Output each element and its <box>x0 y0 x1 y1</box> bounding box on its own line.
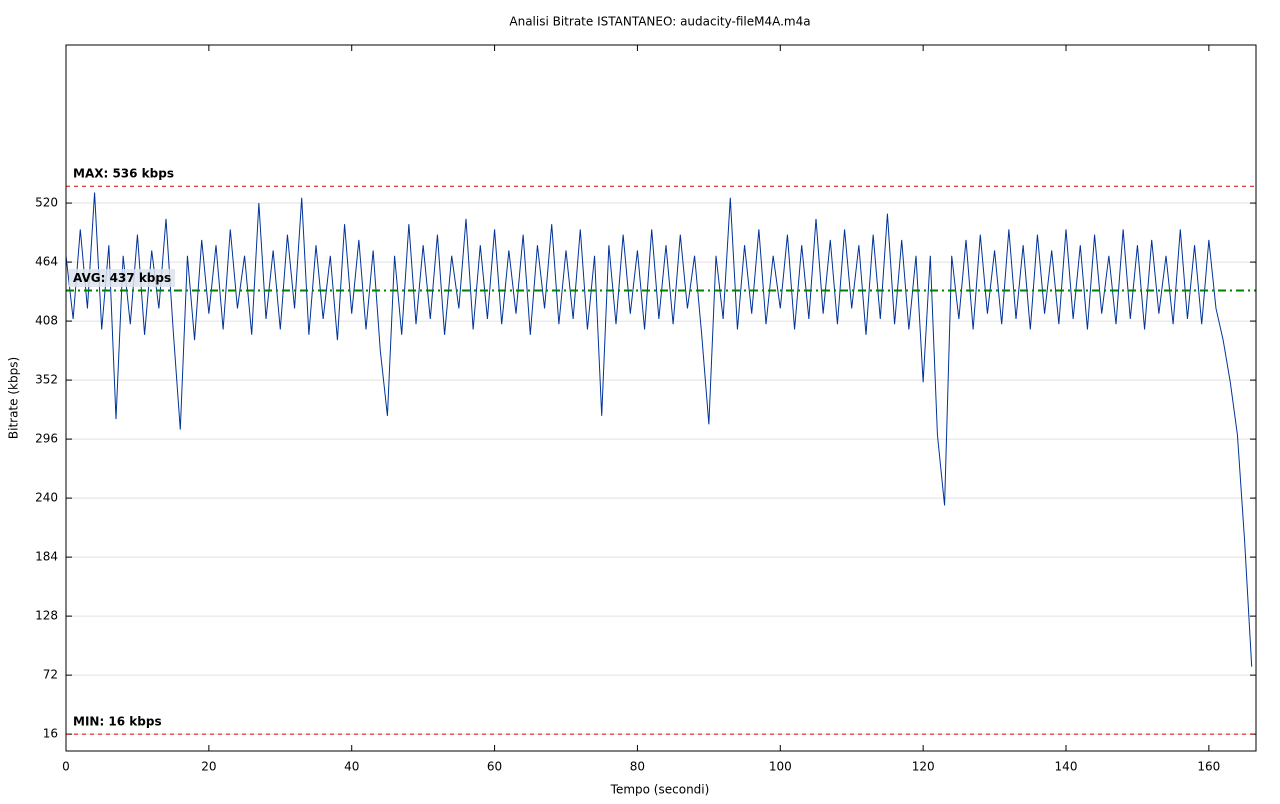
chart-title: Analisi Bitrate ISTANTANEO: audacity-fil… <box>509 15 810 29</box>
y-tick-label: 296 <box>35 432 58 446</box>
y-tick-label: 16 <box>43 727 58 741</box>
y-tick-label: 352 <box>35 373 58 387</box>
x-tick-label: 120 <box>912 760 935 774</box>
y-tick-label: 408 <box>35 314 58 328</box>
y-tick-label: 464 <box>35 255 58 269</box>
reference-label: MIN: 16 kbps <box>73 715 162 729</box>
reference-label: MAX: 536 kbps <box>73 167 174 181</box>
reference-label: AVG: 437 kbps <box>73 271 171 285</box>
y-tick-label: 240 <box>35 491 58 505</box>
x-tick-label: 100 <box>769 760 792 774</box>
data-line <box>65 192 1253 667</box>
x-tick-label: 60 <box>487 760 502 774</box>
y-axis-label: Bitrate (kbps) <box>7 357 21 439</box>
x-tick-label: 140 <box>1055 760 1078 774</box>
x-tick-label: 40 <box>344 760 359 774</box>
x-axis-label: Tempo (secondi) <box>610 783 710 797</box>
y-tick-label: 520 <box>35 196 58 210</box>
x-tick-label: 160 <box>1197 760 1220 774</box>
label-background <box>69 269 176 288</box>
plot-frame <box>65 44 1257 752</box>
y-tick-label: 72 <box>43 668 58 682</box>
x-tick-label: 20 <box>201 760 216 774</box>
y-tick-label: 128 <box>35 609 58 623</box>
x-tick-label: 0 <box>62 760 70 774</box>
y-tick-label: 184 <box>35 550 58 564</box>
x-tick-label: 80 <box>630 760 645 774</box>
